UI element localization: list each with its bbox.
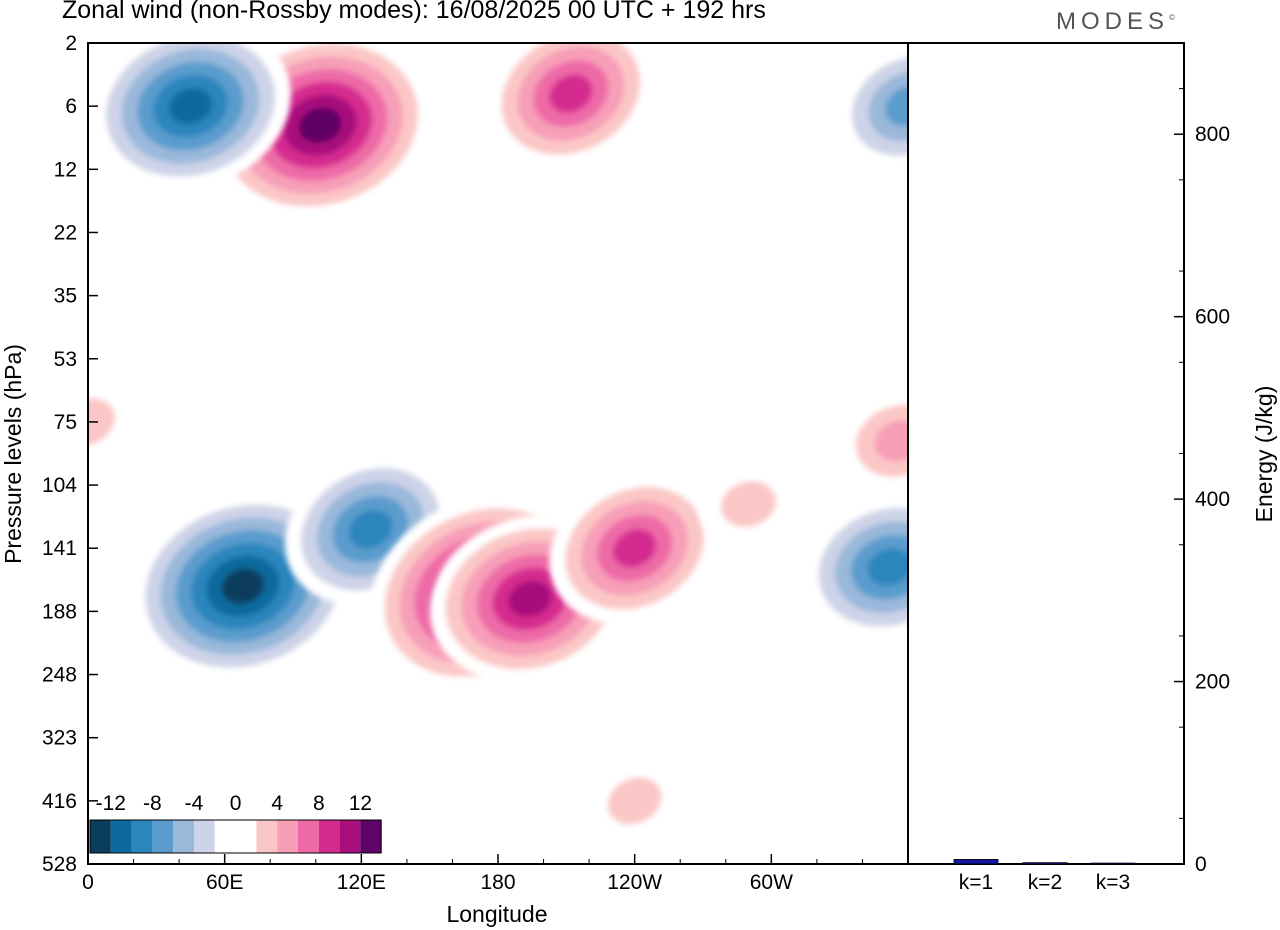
bar-y-tick-label: 200 [1195,671,1230,694]
x-tick-label: 180 [480,871,515,894]
contour-level [867,548,908,586]
bar-x-tick-label: k=2 [1028,871,1062,894]
heatmap-field [88,43,908,844]
y-tick-label: 35 [54,285,77,308]
x-tick-label: 120W [607,871,662,894]
y-tick-label: 188 [42,600,77,623]
bar-y-tick-label: 0 [1195,853,1207,876]
brand-mark: © [1169,13,1175,22]
colorbar-cell [173,820,194,853]
contour-level [612,528,657,568]
bar-y-tick-label: 800 [1195,123,1230,146]
energy-bar [1022,862,1068,865]
positive-wind-feature [836,389,908,493]
contour-level [607,777,662,825]
contour-level [874,420,908,462]
positive-wind-feature [699,463,798,545]
colorbar-label: -12 [96,792,126,815]
contour-level [721,481,777,528]
positive-wind-feature [586,758,683,844]
energy-bar [1090,862,1136,865]
colorbar-label: -4 [185,792,204,815]
colorbar-cell [277,820,298,853]
y-tick-label: 323 [42,727,77,750]
x-tick-label: 60W [750,871,793,894]
chart-title: Zonal wind (non-Rossby modes): 16/08/202… [62,0,766,24]
y-tick-label: 6 [65,95,77,118]
bar-y-tick-label: 400 [1195,488,1230,511]
y-tick-label: 141 [42,537,77,560]
colorbar-cell [318,820,340,853]
colorbar-label: 0 [230,792,242,815]
y-tick-label: 416 [42,790,77,813]
bar-series [953,859,1136,865]
colorbar-cell [131,820,153,853]
contour-level [348,510,393,549]
y-tick-label: 22 [54,221,77,244]
colorbar-cell [339,820,361,853]
y-axis-title: Pressure levels (hPa) [0,344,26,564]
bar-x-tick-label: k=1 [959,871,993,894]
y-axis: 2 6 12 22 35 53 75 104 141 188 248 323 416 528 [42,32,98,876]
contour-level [868,71,908,141]
negative-wind-feature [802,494,908,641]
colorbar-cell [235,820,257,853]
negative-wind-feature [90,43,291,190]
x-axis-title: Longitude [446,901,547,927]
colorbar-frame [89,819,382,854]
energy-bar [953,859,999,865]
positive-wind-feature [549,472,721,624]
colorbar-cell [152,820,174,853]
y-tick-label: 104 [42,474,77,497]
x-tick-label: 120E [337,871,386,894]
x-tick-label: 0 [82,871,94,894]
contour-level [168,87,213,125]
x-tick-label: 60E [206,871,243,894]
contour-level [221,568,265,604]
bar-y-tick-label: 600 [1195,306,1230,329]
colorbar-cell [214,820,236,853]
bar-y-axis: 0 200 400 600 800 [1174,88,1230,876]
contour-level [508,580,552,617]
x-axis: 0 60E 120E 180 120W 60W [82,854,863,894]
y-tick-label: 53 [54,348,77,371]
colorbar-cell [360,820,382,853]
y-tick-label: 248 [42,664,77,687]
colorbar: -12 -8 -4 0 4 8 12 [89,792,382,854]
positive-wind-feature [485,43,657,169]
colorbar-cell [298,820,319,853]
colorbar-cell [90,820,111,853]
colorbar-cell [256,820,278,853]
colorbar-cell [194,820,215,853]
brand-logo: MODES© [1056,8,1175,36]
contour-level [549,74,593,113]
contour-level [299,107,342,143]
y-tick-label: 2 [65,32,77,55]
bar-panel-frame [907,42,1185,865]
y-tick-label: 12 [54,158,77,181]
colorbar-cell [110,820,132,853]
y-tick-label: 528 [42,853,77,876]
colorbar-label: 12 [349,792,372,815]
colorbar-label: 8 [313,792,325,815]
brand-name: MODES [1056,8,1170,35]
bar-y-axis-title: Energy (J/kg) [1251,386,1277,523]
bar-x-axis: k=1 k=2 k=3 [959,871,1130,894]
bar-x-tick-label: k=3 [1096,871,1130,894]
colorbar-label: 4 [271,792,283,815]
colorbar-label: -8 [143,792,162,815]
y-tick-label: 75 [54,411,77,434]
